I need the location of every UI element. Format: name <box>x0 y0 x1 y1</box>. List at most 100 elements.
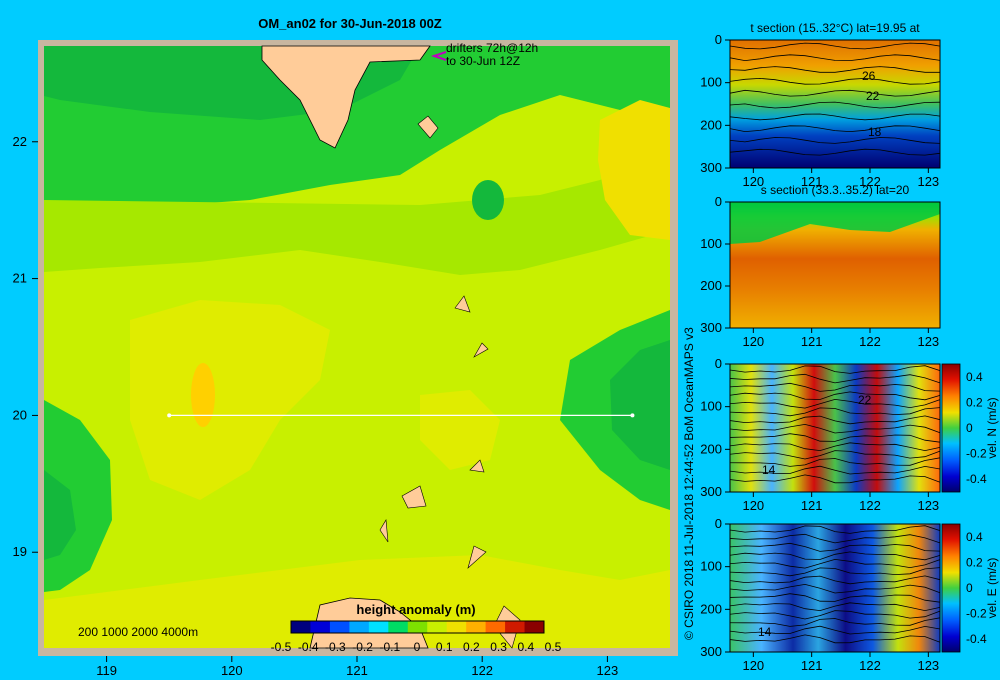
depth-tick-label: 300 <box>700 160 722 175</box>
colorbar-swatch <box>388 621 409 633</box>
lon-tick-label: 123 <box>917 174 939 189</box>
contour-line <box>729 450 941 460</box>
velocity-colorbar <box>941 363 961 493</box>
contour-line <box>729 610 941 620</box>
depth-tick-label: 0 <box>715 356 722 371</box>
section-panels: t section (15..32°C) lat=19.95 at 26 22 18 0… <box>700 21 999 673</box>
colorbar-swatch <box>505 621 526 633</box>
lon-tick-label: 120 <box>742 174 764 189</box>
velocity-colorbar-tick: 0.2 <box>966 555 983 569</box>
contour-line <box>729 525 941 534</box>
contour-line <box>729 423 941 434</box>
lon-tick-label: 121 <box>801 174 823 189</box>
lon-tick-label: 120 <box>742 658 764 673</box>
depth-tick-label: 200 <box>700 441 722 456</box>
lon-tick-label: 121 <box>801 334 823 349</box>
lon-tick-label: 123 <box>597 663 619 678</box>
height-anomaly-colorbar: height anomaly (m) -0.5 -0.4 -0.3 -0.2 -0.1 0… <box>271 602 562 654</box>
island-2 <box>454 295 471 313</box>
colorbar-swatch <box>291 621 311 633</box>
taiwan-landmass <box>261 45 431 149</box>
colorbar-tick-label: 0.5 <box>545 640 562 654</box>
colorbar-tick-label: -0.2 <box>352 640 373 654</box>
lon-tick-label: 121 <box>801 658 823 673</box>
depth-tick-label: 0 <box>715 516 722 531</box>
colorbar-swatch <box>524 621 545 633</box>
contour-line <box>729 125 941 133</box>
colorbar-swatch <box>368 621 389 633</box>
figure-title: OM_an02 for 30-Jun-2018 00Z <box>258 16 442 31</box>
contour-line <box>729 113 941 121</box>
colorbar-tick-label: 0.3 <box>490 640 507 654</box>
contour-label: 14 <box>762 463 776 477</box>
contour-line <box>729 457 941 467</box>
contour-line <box>729 89 941 97</box>
map-lon-axis: 119 120 121 122 123 <box>96 656 618 678</box>
section-panel-1: t section (15..32°C) lat=19.95 at 26 22 18 0… <box>700 21 941 189</box>
depth-tick-label: 300 <box>700 644 722 659</box>
contour-line <box>729 391 941 401</box>
lat-tick-label: 20 <box>13 407 27 422</box>
colorbar-swatch <box>485 621 506 633</box>
colorbar-tick-label: -0.5 <box>271 640 292 654</box>
colorbar-tick-label: -0.1 <box>379 640 400 654</box>
panel-border <box>729 363 941 493</box>
contour-line <box>729 625 941 635</box>
velocity-colorbar-tick: -0.4 <box>966 472 987 486</box>
depth-tick-label: 300 <box>700 320 722 335</box>
depth-tick-label: 0 <box>715 194 722 209</box>
contour-line <box>729 617 941 627</box>
contour-line <box>729 542 941 552</box>
colorbar-swatch <box>407 621 428 633</box>
contour-line <box>729 602 941 612</box>
drifter-note-line1: drifters 72h@12h <box>446 41 538 55</box>
contour-line <box>729 575 941 585</box>
island-1 <box>417 115 439 139</box>
anomaly-region-yellow-center <box>130 300 330 500</box>
lon-tick-label: 123 <box>917 498 939 513</box>
velocity-colorbar-label: vel. N (m/s) <box>985 397 999 458</box>
drifter-track <box>430 51 447 61</box>
contour-line <box>729 101 941 109</box>
colorbar-tick-label: 0.1 <box>436 640 453 654</box>
velocity-colorbar <box>941 523 961 653</box>
anomaly-region-darkgreen-east <box>610 340 670 470</box>
lon-tick-label: 120 <box>221 663 243 678</box>
depth-legend: 200 1000 2000 4000m <box>78 625 198 639</box>
panel-title: t section (15..32°C) lat=19.95 at <box>750 21 920 35</box>
panel-border <box>729 523 941 653</box>
section-panel-2: s section (33.3..35.2) lat=20 0 100 200 300 1… <box>700 183 941 349</box>
lon-tick-label: 122 <box>471 663 493 678</box>
contour-line <box>729 433 941 443</box>
lon-tick-label: 121 <box>801 498 823 513</box>
contour-line <box>729 382 941 392</box>
contour-line <box>729 465 941 475</box>
colorbar-swatch <box>329 621 350 633</box>
velocity-colorbar-tick: 0.4 <box>966 370 983 384</box>
salinity-surface-band <box>730 202 940 244</box>
drifter-note-line2: to 30-Jun 12Z <box>446 54 520 68</box>
velocity-colorbar-tick: -0.4 <box>966 632 987 646</box>
contour-label: 18 <box>868 125 882 139</box>
depth-tick-label: 200 <box>700 117 722 132</box>
panel-title: s section (33.3..35.2) lat=20 <box>761 183 910 197</box>
contour-label: 22 <box>866 89 880 103</box>
contour-line <box>729 77 941 85</box>
velocity-colorbar-tick: 0.4 <box>966 530 983 544</box>
contour-label: 14 <box>758 625 772 639</box>
colorbar-swatch <box>466 621 487 633</box>
panel-border <box>729 39 941 169</box>
anomaly-region-darkgreen-west <box>44 470 76 560</box>
velocity-colorbar-label: vel. E (m/s) <box>985 558 999 619</box>
colorbar-border <box>290 620 545 634</box>
lon-tick-label: 123 <box>917 334 939 349</box>
velocity-colorbar-tick: 0.2 <box>966 395 983 409</box>
lon-tick-label: 122 <box>859 498 881 513</box>
lon-tick-label: 121 <box>346 663 368 678</box>
section-line <box>167 413 635 418</box>
section-panel-3: 22 14 0 100 200 300 120 121 122 123 0.4 0.2 0 -0.2 -0.… <box>700 356 999 513</box>
island-6 <box>379 519 389 543</box>
lat-tick-label: 21 <box>13 271 27 286</box>
anomaly-region-orange-spot <box>191 363 215 427</box>
lat-tick-label: 22 <box>13 134 27 149</box>
